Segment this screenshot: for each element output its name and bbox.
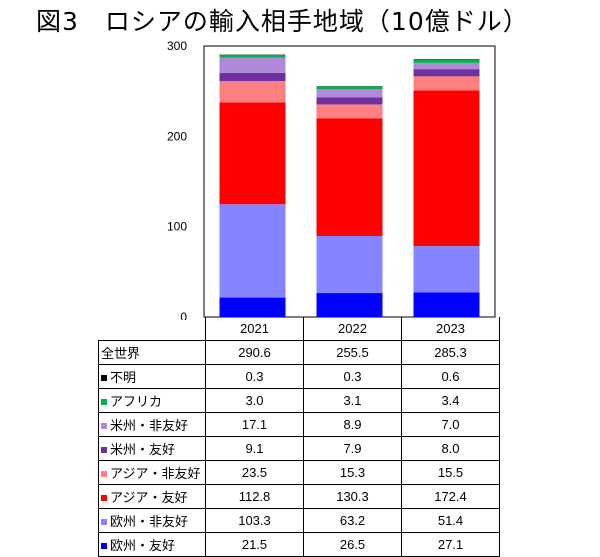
table-cell: 21.5: [205, 532, 304, 557]
table-cell: 8.9: [303, 412, 402, 437]
table-row: 米州・友好 9.1 7.9 8.0: [98, 436, 500, 461]
row-label: アフリカ: [98, 388, 206, 413]
table-cell: 27.1: [401, 532, 500, 557]
bar-segment: [413, 90, 480, 247]
table-cell: 130.3: [303, 484, 402, 509]
row-label: アジア・友好: [98, 484, 206, 509]
series-name: アフリカ: [110, 394, 163, 409]
table-cell: 26.5: [303, 532, 402, 557]
table-row: アジア・友好 112.8 130.3 172.4: [98, 484, 500, 509]
legend-swatch: [101, 422, 107, 429]
category-label: 2022: [303, 317, 402, 341]
table-cell: 103.3: [205, 508, 304, 533]
table-cell: 290.6: [205, 340, 304, 365]
bar-segment: [316, 89, 383, 98]
table-cell: 0.6: [401, 364, 500, 389]
legend-swatch: [101, 446, 107, 453]
bar-segment: [316, 97, 383, 105]
series-name: 米州・友好: [110, 442, 176, 457]
bar-segment: [413, 59, 480, 60]
table-row: 不明 0.3 0.3 0.6: [98, 364, 500, 389]
legend-swatch: [101, 518, 107, 525]
bar-segment: [219, 72, 286, 82]
bar-segment: [219, 102, 286, 205]
table-cell: 63.2: [303, 508, 402, 533]
category-label: 2023: [401, 317, 500, 341]
table-cell: 285.3: [401, 340, 500, 365]
row-label: 米州・友好: [98, 436, 206, 461]
table-cell: 7.0: [401, 412, 500, 437]
bar-segment: [413, 246, 480, 293]
table-cell: 15.3: [303, 460, 402, 485]
data-table: 2021 2022 2023 全世界 290.6 255.5 285.3 不明 0.3 0.3 0.…: [98, 317, 500, 557]
category-label: 2021: [205, 317, 304, 341]
table-row: 欧州・非友好 103.3 63.2 51.4: [98, 508, 500, 533]
table-row: 米州・非友好 17.1 8.9 7.0: [98, 412, 500, 437]
table-cell: 7.9: [303, 436, 402, 461]
table-cell: 8.0: [401, 436, 500, 461]
table-cell: 23.5: [205, 460, 304, 485]
table-cell: 3.0: [205, 388, 304, 413]
stacked-bar-chart: 0 100 200 300: [167, 39, 496, 320]
bar-segment: [413, 76, 480, 91]
bar-segment: [316, 235, 383, 294]
legend-swatch: [101, 542, 107, 549]
table-row: アフリカ 3.0 3.1 3.4: [98, 388, 500, 413]
bar-segment: [219, 204, 286, 298]
row-label: 不明: [98, 364, 206, 389]
table-cell: 3.4: [401, 388, 500, 413]
table-cell: 112.8: [205, 484, 304, 509]
bar-segment: [219, 81, 286, 103]
row-label: アジア・非友好: [98, 460, 206, 485]
y-tick-label: 200: [167, 129, 187, 143]
table-cell: 17.1: [205, 412, 304, 437]
series-name: 欧州・非友好: [110, 514, 189, 529]
table-cell: 9.1: [205, 436, 304, 461]
bar-segment: [413, 59, 480, 63]
table-corner: [98, 317, 206, 341]
chart-title: 図3 ロシアの輸入相手地域（10億ドル）: [36, 7, 529, 36]
bar-segment: [316, 293, 383, 317]
table-cell: 0.3: [205, 364, 304, 389]
row-label: 欧州・友好: [98, 532, 206, 557]
table-row: 全世界 290.6 255.5 285.3: [98, 340, 500, 365]
bar-segment: [219, 57, 286, 73]
table-row: アジア・非友好 23.5 15.3 15.5: [98, 460, 500, 485]
bar-segment: [413, 292, 480, 317]
bar-segment: [316, 118, 383, 236]
table-cell: 3.1: [303, 388, 402, 413]
row-label: 欧州・非友好: [98, 508, 206, 533]
y-tick-label: 100: [167, 220, 187, 234]
bar-segment: [316, 86, 383, 90]
series-name: アジア・非友好: [110, 466, 201, 481]
legend-swatch: [101, 470, 107, 477]
series-name: 欧州・友好: [110, 538, 176, 553]
bar-segment: [219, 54, 286, 58]
legend-swatch: [101, 398, 107, 405]
table-header-row: 2021 2022 2023: [98, 317, 500, 341]
table-cell: 0.3: [303, 364, 402, 389]
row-label: 米州・非友好: [98, 412, 206, 437]
table-cell: 15.5: [401, 460, 500, 485]
bar-segment: [413, 69, 480, 77]
table-row: 欧州・友好 21.5 26.5 27.1: [98, 532, 500, 557]
legend-swatch: [101, 494, 107, 501]
series-name: アジア・友好: [110, 490, 188, 505]
y-tick-label: 0: [180, 310, 187, 320]
bar-segment: [219, 297, 286, 317]
bar-segment: [413, 62, 480, 70]
table-cell: 255.5: [303, 340, 402, 365]
bar-segment: [316, 104, 383, 119]
legend-swatch: [101, 374, 107, 381]
series-name: 不明: [110, 370, 137, 385]
y-tick-label: 300: [167, 39, 187, 53]
table-cell: 172.4: [401, 484, 500, 509]
series-name: 米州・非友好: [110, 418, 189, 433]
table-cell: 51.4: [401, 508, 500, 533]
row-label: 全世界: [98, 340, 206, 365]
